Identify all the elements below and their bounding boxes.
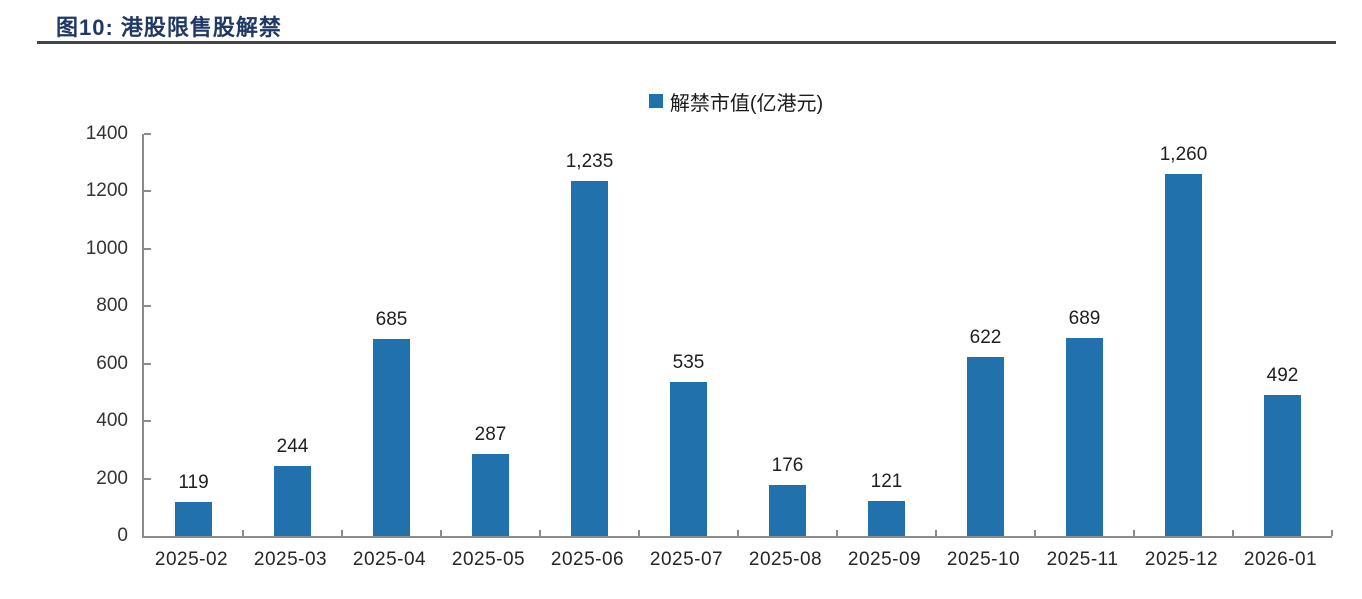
x-tick-mark — [737, 530, 739, 536]
x-tick-mark — [242, 530, 244, 536]
bar — [373, 339, 410, 536]
y-tick-mark — [144, 305, 151, 308]
plot-area: 119 244 685 287 1,235 535 176 121 622 689 1,260 492 — [142, 133, 1333, 538]
y-tick-mark — [144, 420, 151, 423]
bar-value-label: 492 — [1266, 364, 1299, 386]
x-tick-label: 2025-02 — [154, 549, 229, 570]
x-tick-mark — [1232, 530, 1234, 536]
y-tick-mark — [144, 477, 151, 480]
bar — [472, 453, 509, 536]
x-tick-mark — [440, 530, 442, 536]
x-tick-mark — [836, 530, 838, 536]
y-tick-label: 1000 — [85, 237, 128, 259]
y-tick-mark — [144, 362, 151, 365]
bar-value-label: 1,235 — [565, 151, 614, 173]
y-tick-label: 1400 — [85, 123, 128, 144]
x-tick-mark — [539, 530, 541, 536]
x-tick-label: 2025-09 — [847, 549, 922, 570]
bar — [274, 465, 311, 536]
x-tick-label: 2025-10 — [946, 549, 1021, 570]
bar-value-label: 176 — [771, 455, 804, 477]
x-tick-mark — [1034, 530, 1036, 536]
bar — [868, 501, 905, 536]
bar — [175, 501, 212, 536]
x-tick-label: 2025-12 — [1144, 549, 1219, 570]
chart-legend: 解禁市值(亿港元) — [142, 90, 1330, 115]
bar-value-label: 685 — [375, 309, 408, 331]
bar — [1264, 394, 1301, 536]
bar — [967, 357, 1004, 536]
bar-value-label: 689 — [1068, 308, 1101, 330]
x-tick-label: 2025-06 — [550, 549, 625, 570]
y-tick-label: 600 — [96, 352, 128, 374]
y-tick-label: 0 — [117, 525, 128, 546]
x-axis-labels: 2025-02 2025-03 2025-04 2025-05 2025-06 2025-… — [142, 548, 1330, 572]
y-tick-label: 400 — [96, 410, 128, 432]
bar — [1066, 338, 1103, 536]
bar-value-label: 119 — [178, 471, 209, 493]
x-tick-mark — [638, 530, 640, 536]
x-tick-label: 2025-11 — [1046, 549, 1119, 570]
legend-label: 解禁市值(亿港元) — [669, 92, 824, 115]
x-tick-mark — [1331, 530, 1333, 536]
y-tick-label: 1200 — [85, 180, 128, 202]
figure-title: 图10: 港股限售股解禁 — [56, 15, 282, 40]
x-tick-label: 2025-05 — [451, 549, 526, 570]
y-tick-mark — [144, 247, 151, 250]
bar — [1165, 174, 1202, 536]
x-tick-label: 2026-01 — [1243, 549, 1318, 570]
x-tick-mark — [341, 530, 343, 536]
title-rule — [37, 41, 1336, 44]
bar-value-label: 622 — [969, 327, 1002, 349]
bar — [571, 181, 608, 536]
bar — [769, 485, 806, 536]
bar-value-label: 244 — [276, 435, 309, 457]
y-tick-mark — [144, 133, 151, 135]
x-tick-label: 2025-08 — [748, 549, 823, 570]
y-tick-label: 200 — [96, 467, 128, 489]
bar-value-label: 1,260 — [1159, 144, 1208, 166]
x-tick-label: 2025-07 — [649, 549, 724, 570]
legend-swatch-icon — [648, 94, 663, 108]
x-tick-label: 2025-04 — [352, 549, 427, 570]
bar-value-label: 287 — [474, 423, 507, 445]
y-axis-labels: 0 200 400 600 800 1000 1200 1400 — [0, 123, 128, 546]
y-tick-mark — [144, 190, 151, 193]
x-tick-mark — [935, 530, 937, 536]
x-tick-mark — [1133, 530, 1135, 536]
bar-value-label: 121 — [870, 471, 903, 493]
bar — [670, 382, 707, 536]
bar-value-label: 535 — [672, 352, 705, 374]
y-tick-label: 800 — [96, 295, 128, 317]
x-tick-label: 2025-03 — [253, 549, 328, 570]
